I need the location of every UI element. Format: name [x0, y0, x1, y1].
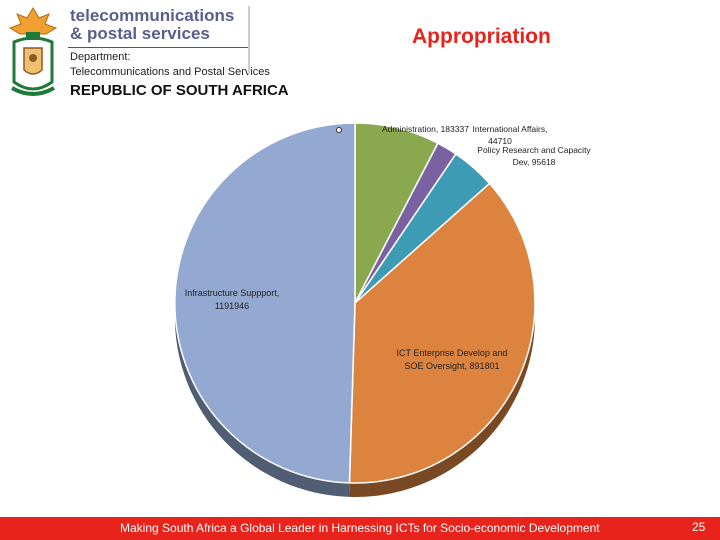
slice-label-policy-research-line1: Policy Research and Capacity [477, 145, 591, 155]
slide-title: Appropriation [412, 25, 551, 48]
header: telecommunications & postal services Dep… [0, 0, 720, 110]
page-number: 25 [692, 520, 706, 534]
slice-label-administration: Administration, 183337 [382, 124, 469, 134]
header-divider [68, 47, 248, 48]
slice-label-infrastructure-line2: 1191946 [215, 301, 249, 311]
slice-label-administration-line: Administration, 183337 [382, 124, 469, 134]
footer-tagline: Making South Africa a Global Leader in H… [120, 521, 600, 535]
slice-label-ict-enterprise-line1: ICT Enterprise Develop and [397, 348, 508, 358]
pie-slice-ict-enterprise-develop-and-soe-oversight [348, 182, 536, 484]
slice-label-international-affairs-line2: 44710 [488, 136, 512, 146]
slice-label-infrastructure: Infrastructure Suppport, 1191946 [185, 288, 280, 311]
header-vertical-divider [248, 6, 250, 74]
chart-marker-icon [336, 127, 342, 133]
slice-label-ict-enterprise-line2: SOE Oversight, 891801 [404, 361, 499, 371]
slice-label-ict-enterprise: ICT Enterprise Develop and SOE Oversight,… [397, 348, 508, 371]
brand-line-1: telecommunications [70, 6, 235, 25]
slice-label-infrastructure-line1: Infrastructure Suppport, [185, 288, 280, 298]
slice-label-international-affairs-line1: International Affairs, [473, 124, 548, 134]
coat-of-arms-icon [8, 7, 58, 96]
pie-slice-infrastructure-suppport [174, 122, 356, 484]
brand-line-2: & postal services [70, 24, 210, 43]
department-name: Telecommunications and Postal Services [70, 66, 270, 78]
department-label: Department: [70, 51, 131, 63]
pie-slices-layer [174, 122, 536, 484]
footer-bar: Making South Africa a Global Leader in H… [0, 517, 720, 540]
slice-label-international-affairs: International Affairs, 44710 [473, 124, 548, 146]
country-name: REPUBLIC OF SOUTH AFRICA [70, 82, 289, 99]
slice-label-policy-research: Policy Research and Capacity Dev, 95618 [477, 145, 591, 167]
pie-chart: Administration, 183337 International Aff… [174, 122, 591, 498]
slice-label-policy-research-line2: Dev, 95618 [513, 157, 556, 167]
